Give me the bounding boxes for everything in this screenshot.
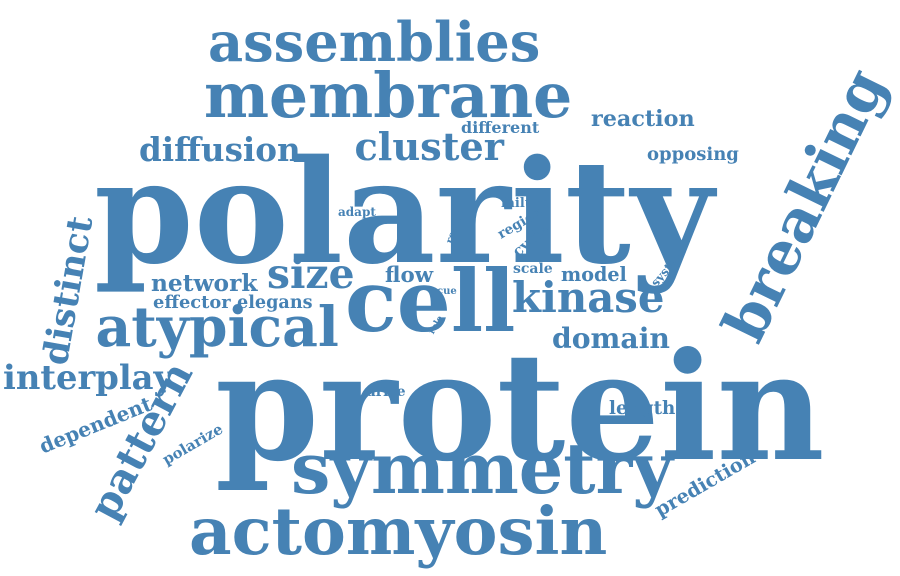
- word-polarity: polarity: [94, 127, 714, 296]
- word-symmetry: symmetry: [291, 428, 673, 510]
- word-cluster: cluster: [354, 125, 504, 170]
- word-diffusion: diffusion: [139, 129, 301, 169]
- word-protein: protein: [215, 319, 825, 495]
- word-opposing: opposing: [647, 144, 739, 165]
- word-different: different: [461, 118, 540, 137]
- word-network: network: [151, 269, 258, 297]
- word-distinct: distinct: [34, 212, 102, 368]
- word-model: model: [561, 262, 627, 286]
- word-domain: domain: [552, 321, 670, 355]
- word-reaction: reaction: [591, 106, 695, 132]
- word-drive: drive: [366, 384, 406, 400]
- word-effector: effector: [153, 292, 231, 313]
- word-cell: cell: [345, 251, 516, 352]
- word-failure: failure: [501, 195, 550, 211]
- word-interplay: interplay: [3, 357, 174, 397]
- word-length: length: [609, 398, 676, 419]
- word-scale: scale: [513, 261, 553, 277]
- word-actomyosin: actomyosin: [189, 492, 608, 570]
- word-assemblies: assemblies: [208, 10, 541, 74]
- word-elegans: elegans: [237, 292, 313, 313]
- word-flow: flow: [385, 262, 434, 288]
- word-size: size: [267, 249, 355, 298]
- word-breaking: breaking: [708, 57, 900, 352]
- word-membrane: membrane: [204, 59, 573, 132]
- word-kinase: kinase: [512, 273, 665, 322]
- word-adapt: adapt: [338, 205, 376, 219]
- word-atypical: atypical: [95, 294, 339, 360]
- word-cue: cue: [437, 286, 457, 297]
